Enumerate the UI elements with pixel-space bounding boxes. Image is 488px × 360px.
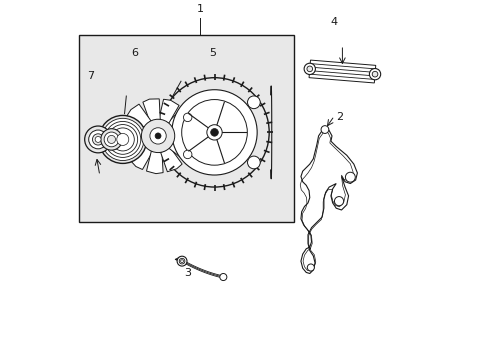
Circle shape [177,256,186,266]
Circle shape [160,78,269,187]
Polygon shape [129,145,152,170]
Circle shape [371,71,377,77]
Circle shape [180,260,183,262]
Circle shape [306,264,314,271]
Circle shape [95,136,101,142]
Circle shape [321,126,328,134]
Circle shape [111,128,134,151]
Circle shape [247,156,260,169]
Circle shape [108,125,138,154]
Circle shape [150,128,166,144]
Circle shape [107,135,115,143]
Polygon shape [167,108,192,131]
Polygon shape [160,148,182,172]
Polygon shape [173,126,195,142]
Circle shape [102,118,143,161]
Circle shape [117,134,128,145]
Circle shape [219,274,226,280]
Bar [79,35,293,222]
Circle shape [155,133,161,139]
Text: 3: 3 [184,269,191,279]
Circle shape [334,197,343,206]
Circle shape [104,121,141,157]
Polygon shape [300,127,357,274]
Circle shape [88,130,107,149]
Circle shape [345,172,355,182]
Text: 5: 5 [209,48,216,58]
Polygon shape [142,99,160,121]
Polygon shape [121,120,143,138]
Circle shape [183,150,192,159]
Circle shape [84,126,111,153]
Circle shape [104,132,119,147]
Text: 6: 6 [131,48,139,58]
Text: 2: 2 [336,112,343,122]
Circle shape [179,258,184,264]
Circle shape [304,63,315,75]
Circle shape [171,90,257,175]
Circle shape [92,134,103,145]
Text: 7: 7 [87,71,94,81]
Polygon shape [146,151,163,174]
Circle shape [210,129,218,136]
Text: 4: 4 [330,17,337,27]
Circle shape [99,116,146,163]
Circle shape [141,119,174,153]
Circle shape [206,125,222,140]
Circle shape [183,113,192,122]
Polygon shape [159,99,179,123]
Polygon shape [121,136,144,156]
Circle shape [101,129,122,150]
Polygon shape [127,104,151,128]
Circle shape [182,100,247,165]
Text: 1: 1 [197,4,203,14]
Circle shape [368,68,380,80]
Circle shape [306,66,312,72]
Polygon shape [169,139,193,161]
Circle shape [247,96,260,109]
